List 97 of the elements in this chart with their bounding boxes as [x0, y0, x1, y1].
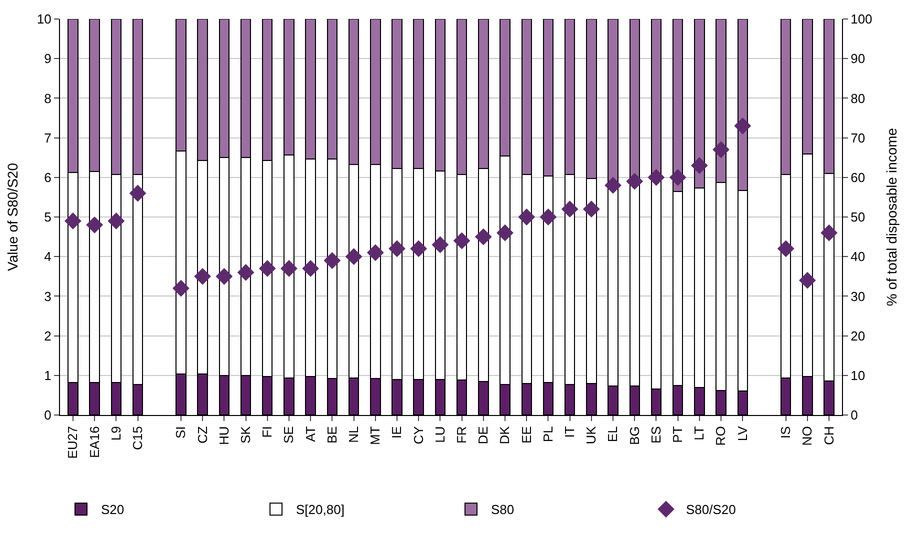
point: [582, 200, 600, 218]
point: [258, 260, 276, 277]
y-tick-label: 10: [36, 12, 52, 27]
y2-tick-label: 20: [850, 328, 866, 344]
y2-tick-label: 80: [850, 90, 866, 106]
point: [216, 268, 233, 285]
point: [669, 168, 686, 186]
point: [194, 268, 212, 285]
x-tick-label: CZ: [194, 426, 210, 444]
x-tick-label: NL: [346, 426, 362, 443]
x-tick-label: NO: [800, 426, 815, 446]
point: [302, 260, 320, 277]
point: [777, 240, 794, 258]
x-tick-label: LV: [734, 426, 750, 442]
legend-label: S80/S20: [686, 502, 736, 518]
y2-tick-label: 10: [850, 368, 866, 383]
x-tick-label: EA16: [86, 426, 102, 458]
point: [129, 184, 146, 202]
legend-label: S[20,80]: [296, 502, 344, 518]
point: [690, 157, 708, 174]
x-tick-label: IT: [562, 426, 578, 438]
x-tick-label: FR: [454, 426, 470, 444]
point: [345, 248, 362, 266]
x-tick-label: UK: [584, 426, 599, 444]
bar: [608, 19, 618, 182]
point: [108, 212, 125, 230]
point: [280, 260, 298, 277]
x-tick-label: EL: [605, 426, 620, 442]
y2-tick-label: 50: [850, 210, 866, 225]
point: [388, 240, 406, 258]
point: [540, 208, 557, 226]
y-axis-title: Value of S80/S20: [4, 162, 21, 271]
point: [237, 264, 254, 281]
point: [366, 244, 384, 262]
y-tick-label: 9: [44, 51, 52, 66]
y2-tick-label: 40: [850, 249, 866, 264]
x-tick-label: L9: [108, 426, 124, 441]
legend-label: S80: [491, 502, 514, 518]
x-tick-label: PT: [670, 426, 686, 443]
x-tick-label: PL: [540, 426, 556, 442]
y-tick-label: 4: [44, 249, 52, 264]
x-tick-label: DE: [476, 426, 491, 444]
x-tick-label: IE: [389, 426, 404, 438]
point: [324, 252, 341, 270]
point: [604, 176, 622, 194]
x-tick-label: ES: [648, 426, 664, 444]
x-tick-label: RO: [713, 426, 728, 446]
x-tick-label: SI: [173, 426, 188, 438]
point: [648, 168, 665, 186]
y-tick-label: 0: [44, 408, 52, 423]
x-tick-label: HU: [216, 426, 232, 445]
x-tick-label: LU: [432, 426, 448, 443]
y2-tick-label: 30: [850, 288, 866, 304]
point: [518, 208, 536, 226]
point: [561, 200, 578, 218]
legend-label: S20: [101, 502, 124, 518]
y2-tick-label: 90: [850, 51, 866, 66]
x-tick-label: FI: [260, 426, 275, 438]
point: [410, 240, 428, 258]
point: [734, 117, 752, 134]
point: [820, 224, 838, 242]
point: [86, 216, 104, 234]
x-tick-label: C15: [130, 426, 145, 450]
x-tick-label: IS: [778, 426, 794, 438]
x-tick-label: BE: [324, 426, 340, 444]
point: [432, 236, 449, 254]
point: [712, 141, 730, 158]
y2-tick-label: 100: [850, 12, 872, 27]
point: [798, 272, 816, 289]
y-tick-label: 7: [44, 130, 52, 146]
y-tick-label: 1: [44, 368, 52, 383]
x-tick-label: SK: [238, 426, 254, 444]
y2-axis-title: % of total disposable income: [884, 128, 900, 306]
point: [626, 172, 644, 190]
x-tick-label: MT: [368, 426, 383, 445]
y-tick-label: 8: [44, 90, 52, 106]
point: [172, 280, 190, 297]
point: [474, 228, 492, 246]
y-tick-label: 6: [44, 170, 52, 185]
x-tick-label: CH: [821, 426, 836, 445]
y2-tick-label: 60: [850, 170, 866, 185]
y2-tick-label: 70: [850, 130, 866, 146]
point: [453, 232, 470, 250]
x-tick-label: AT: [302, 426, 318, 442]
point: [496, 224, 514, 242]
y-tick-label: 3: [44, 288, 52, 304]
x-tick-label: BG: [626, 426, 642, 445]
x-tick-label: CY: [410, 426, 426, 444]
y-tick-label: 2: [44, 328, 52, 344]
x-tick-label: LT: [692, 426, 707, 440]
y2-tick-label: 0: [850, 408, 858, 423]
x-tick-label: EU27: [65, 426, 80, 459]
y-tick-label: 5: [44, 210, 52, 225]
x-tick-label: SE: [281, 426, 296, 444]
x-tick-label: DK: [497, 426, 512, 444]
x-tick-label: EE: [518, 426, 534, 444]
point: [64, 212, 82, 230]
